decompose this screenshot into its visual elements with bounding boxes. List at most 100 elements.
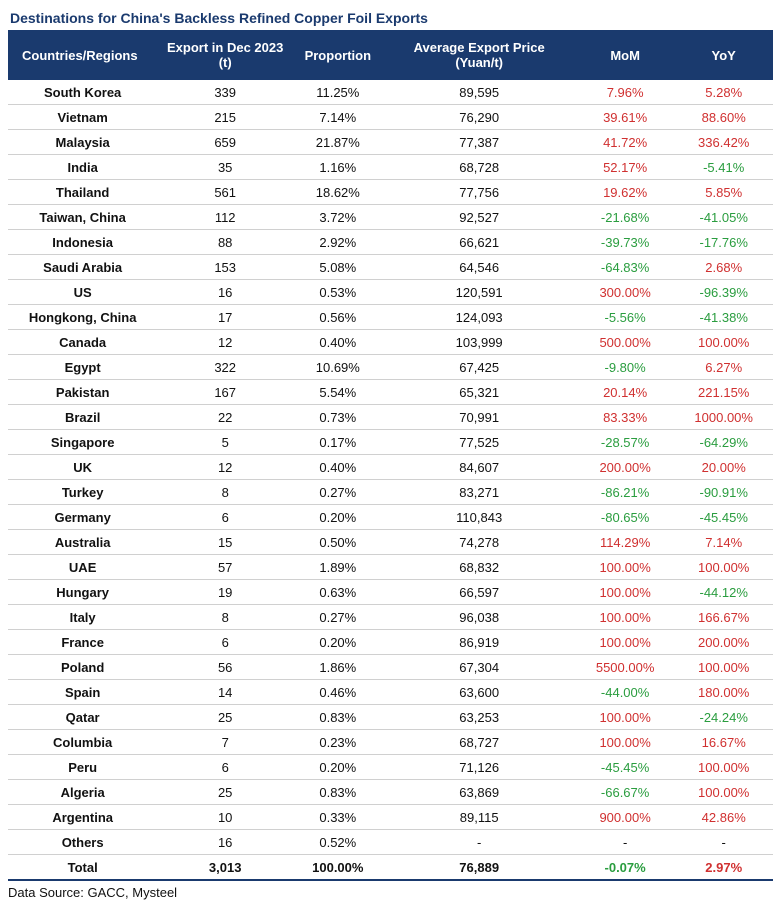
cell-price: 92,527 xyxy=(383,205,576,230)
cell-mom: -39.73% xyxy=(576,230,675,255)
cell-yoy: 221.15% xyxy=(674,380,773,405)
table-row: US160.53%120,591300.00%-96.39% xyxy=(8,280,773,305)
cell-price: 67,425 xyxy=(383,355,576,380)
cell-export: 322 xyxy=(157,355,293,380)
cell-country: UK xyxy=(8,455,157,480)
cell-mom: 114.29% xyxy=(576,530,675,555)
table-row: Algeria250.83%63,869-66.67%100.00% xyxy=(8,780,773,805)
cell-export: 88 xyxy=(157,230,293,255)
cell-country: Taiwan, China xyxy=(8,205,157,230)
cell-export: 16 xyxy=(157,280,293,305)
cell-mom: -64.83% xyxy=(576,255,675,280)
table-row: Australia150.50%74,278114.29%7.14% xyxy=(8,530,773,555)
cell-yoy: -24.24% xyxy=(674,705,773,730)
cell-price: 71,126 xyxy=(383,755,576,780)
cell-yoy: -64.29% xyxy=(674,430,773,455)
cell-yoy: 5.28% xyxy=(674,79,773,105)
table-row: Brazil220.73%70,99183.33%1000.00% xyxy=(8,405,773,430)
cell-country: Indonesia xyxy=(8,230,157,255)
col-yoy-header: YoY xyxy=(674,31,773,79)
cell-mom: - xyxy=(576,830,675,855)
cell-yoy: 88.60% xyxy=(674,105,773,130)
table-row: Indonesia882.92%66,621-39.73%-17.76% xyxy=(8,230,773,255)
cell-export: 7 xyxy=(157,730,293,755)
cell-country: Vietnam xyxy=(8,105,157,130)
cell-yoy: -41.05% xyxy=(674,205,773,230)
cell-export: 6 xyxy=(157,755,293,780)
table-row: India351.16%68,72852.17%-5.41% xyxy=(8,155,773,180)
cell-proportion: 0.17% xyxy=(293,430,382,455)
cell-yoy: 100.00% xyxy=(674,330,773,355)
cell-country: Australia xyxy=(8,530,157,555)
cell-export: 561 xyxy=(157,180,293,205)
cell-mom: 39.61% xyxy=(576,105,675,130)
cell-price: - xyxy=(383,830,576,855)
cell-country: Turkey xyxy=(8,480,157,505)
table-row: Malaysia65921.87%77,38741.72%336.42% xyxy=(8,130,773,155)
cell-proportion: 0.27% xyxy=(293,605,382,630)
cell-yoy: - xyxy=(674,830,773,855)
cell-mom: 100.00% xyxy=(576,730,675,755)
cell-price: 124,093 xyxy=(383,305,576,330)
cell-mom: 100.00% xyxy=(576,580,675,605)
cell-export: 6 xyxy=(157,505,293,530)
col-mom-header: MoM xyxy=(576,31,675,79)
cell-country: US xyxy=(8,280,157,305)
cell-mom: -86.21% xyxy=(576,480,675,505)
cell-country: Hungary xyxy=(8,580,157,605)
cell-price: 70,991 xyxy=(383,405,576,430)
cell-country: India xyxy=(8,155,157,180)
cell-export: 167 xyxy=(157,380,293,405)
cell-proportion: 0.53% xyxy=(293,280,382,305)
cell-proportion: 0.50% xyxy=(293,530,382,555)
table-row: Taiwan, China1123.72%92,527-21.68%-41.05… xyxy=(8,205,773,230)
cell-mom: -9.80% xyxy=(576,355,675,380)
table-row: Peru60.20%71,126-45.45%100.00% xyxy=(8,755,773,780)
cell-price: 89,595 xyxy=(383,79,576,105)
cell-price: 74,278 xyxy=(383,530,576,555)
cell-country: UAE xyxy=(8,555,157,580)
cell-proportion: 0.40% xyxy=(293,330,382,355)
cell-proportion: 18.62% xyxy=(293,180,382,205)
cell-mom: 200.00% xyxy=(576,455,675,480)
cell-price: 68,728 xyxy=(383,155,576,180)
cell-export: 112 xyxy=(157,205,293,230)
cell-price: 77,387 xyxy=(383,130,576,155)
table-row: Singapore50.17%77,525-28.57%-64.29% xyxy=(8,430,773,455)
cell-proportion: 0.46% xyxy=(293,680,382,705)
cell-price: 103,999 xyxy=(383,330,576,355)
cell-export: 3,013 xyxy=(157,855,293,881)
cell-price: 63,253 xyxy=(383,705,576,730)
cell-mom: 100.00% xyxy=(576,605,675,630)
cell-country: Malaysia xyxy=(8,130,157,155)
cell-export: 5 xyxy=(157,430,293,455)
cell-mom: 41.72% xyxy=(576,130,675,155)
table-row: Spain140.46%63,600-44.00%180.00% xyxy=(8,680,773,705)
cell-proportion: 0.40% xyxy=(293,455,382,480)
cell-country: Poland xyxy=(8,655,157,680)
cell-price: 83,271 xyxy=(383,480,576,505)
cell-yoy: -5.41% xyxy=(674,155,773,180)
cell-export: 12 xyxy=(157,330,293,355)
cell-yoy: 42.86% xyxy=(674,805,773,830)
cell-proportion: 2.92% xyxy=(293,230,382,255)
cell-yoy: 166.67% xyxy=(674,605,773,630)
cell-mom: -0.07% xyxy=(576,855,675,881)
cell-proportion: 0.20% xyxy=(293,630,382,655)
cell-proportion: 100.00% xyxy=(293,855,382,881)
data-source: Data Source: GACC, Mysteel xyxy=(8,885,773,900)
cell-export: 22 xyxy=(157,405,293,430)
cell-export: 215 xyxy=(157,105,293,130)
table-header: Countries/Regions Export in Dec 2023 (t)… xyxy=(8,31,773,79)
cell-yoy: 7.14% xyxy=(674,530,773,555)
table-row: Argentina100.33%89,115900.00%42.86% xyxy=(8,805,773,830)
cell-country: Thailand xyxy=(8,180,157,205)
cell-price: 76,290 xyxy=(383,105,576,130)
cell-country: Hongkong, China xyxy=(8,305,157,330)
cell-country: South Korea xyxy=(8,79,157,105)
cell-price: 120,591 xyxy=(383,280,576,305)
cell-price: 76,889 xyxy=(383,855,576,881)
cell-mom: -21.68% xyxy=(576,205,675,230)
cell-proportion: 11.25% xyxy=(293,79,382,105)
cell-country: Argentina xyxy=(8,805,157,830)
